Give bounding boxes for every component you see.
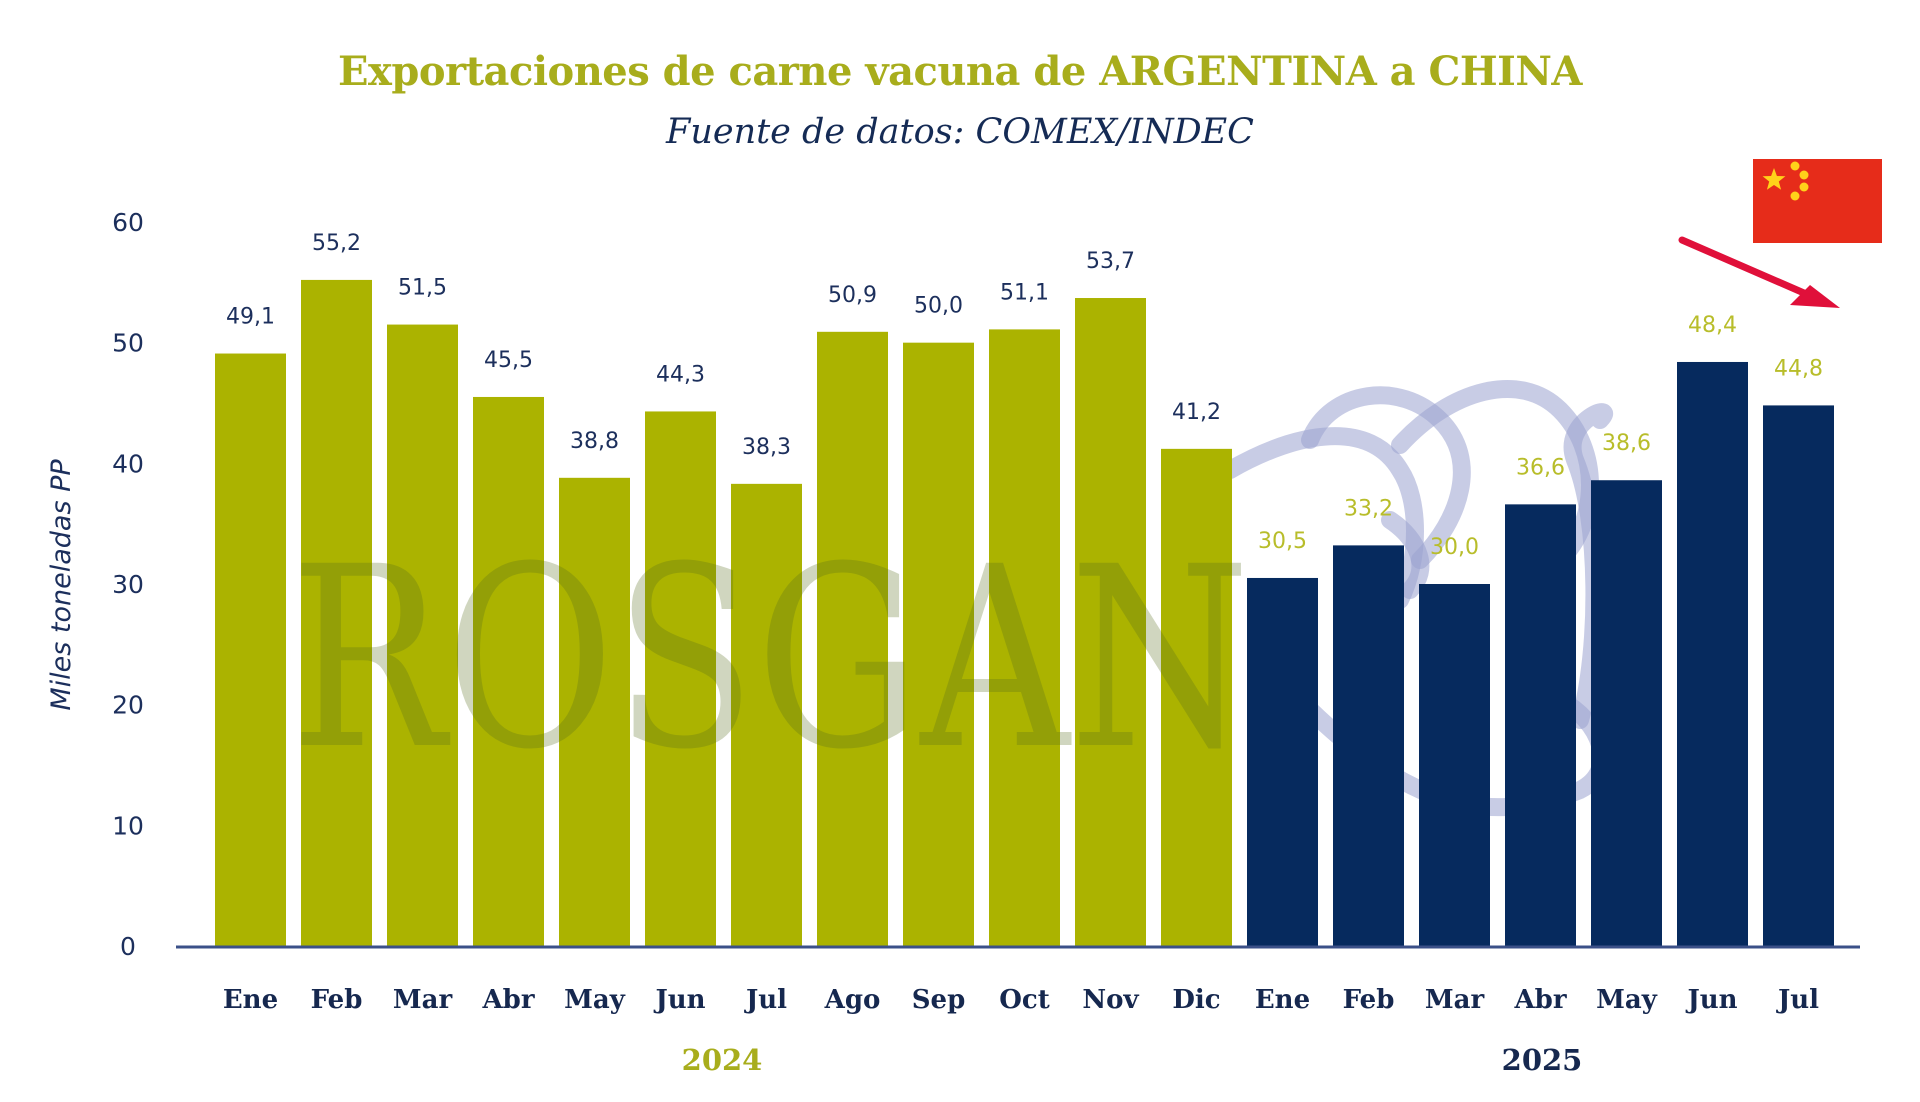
bar-2025-mar [1419,584,1490,946]
x-tick-label: Mar [393,985,453,1015]
x-tick-label: Feb [1343,985,1395,1015]
x-tick-label: Oct [999,985,1050,1015]
flag-small-star [1790,161,1800,171]
y-tick-label: 50 [112,329,144,358]
data-label: 38,6 [1602,431,1651,456]
y-tick-label: 20 [112,691,144,720]
data-label: 51,1 [1000,280,1049,305]
bar-2024-dic [1161,448,1232,946]
bar-2024-sep [903,342,974,947]
x-tick-label: Dic [1172,985,1220,1015]
x-tick-label: Ago [824,985,881,1015]
data-label: 30,0 [1430,535,1479,560]
x-tick-label: Nov [1082,985,1139,1015]
x-tick-label: Jun [653,985,705,1015]
y-tick-label: 30 [112,570,144,599]
bar-2024-mar [387,324,458,947]
chart-title: Exportaciones de carne vacuna de ARGENTI… [338,48,1582,95]
data-label: 51,5 [398,276,447,301]
bars-group [215,279,1834,947]
y-axis-ticks: 0 10 20 30 40 50 60 [112,208,144,961]
y-tick-label: 0 [120,932,136,961]
flag-big-star [1762,168,1786,190]
y-axis-label: Miles toneladas PP [46,459,77,711]
x-tick-label: Jul [744,985,787,1015]
bar-2025-jun [1677,361,1748,946]
bar-2024-nov [1075,298,1146,946]
bar-2024-may [559,477,630,946]
chart-subtitle: Fuente de datos: COMEX/INDEC [666,112,1254,152]
x-tick-label: Abr [481,985,534,1015]
x-tick-label: Jul [1776,985,1819,1015]
x-tick-label: May [564,985,626,1015]
bar-2025-feb [1333,545,1404,946]
bar-2025-may [1591,480,1662,946]
data-labels-group: 49,1 55,2 51,5 45,5 38,8 44,3 38,3 50,9 50,0 51,1… [226,231,1823,560]
x-tick-label: Ene [223,985,278,1015]
y-tick-label: 40 [112,449,144,478]
bar-2024-feb [301,279,372,946]
data-label: 38,3 [742,435,791,460]
data-label: 48,4 [1688,313,1737,338]
data-label: 50,0 [914,294,963,319]
data-label: 55,2 [312,231,361,256]
data-label: 44,3 [656,362,705,387]
flag-small-star [1799,170,1809,180]
x-tick-label: Feb [311,985,363,1015]
bar-2024-oct [989,329,1060,947]
data-label: 53,7 [1086,249,1135,274]
data-label: 30,5 [1258,529,1307,554]
x-tick-label: Abr [1513,985,1566,1015]
bar-2024-jul [731,483,802,946]
x-tick-label: May [1596,985,1658,1015]
bar-2024-ago [817,331,888,947]
x-tick-label: Ene [1255,985,1310,1015]
year-group-labels: 2024 2025 [682,1043,1583,1077]
x-tick-label: Mar [1425,985,1485,1015]
bar-2024-abr [473,396,544,946]
data-label: 33,2 [1344,496,1393,521]
data-label: 49,1 [226,305,275,330]
x-tick-label: Sep [912,985,966,1015]
flag-small-star [1799,182,1809,192]
x-axis-ticks: Ene Feb Mar Abr May Jun Jul Ago Sep Oct Nov Dic Ene F… [223,985,1819,1015]
data-label: 44,8 [1774,356,1823,381]
data-label: 41,2 [1172,400,1221,425]
bar-2024-ene [215,353,286,946]
china-flag-icon [1753,159,1882,243]
data-label: 50,9 [828,283,877,308]
year-label-2025: 2025 [1502,1043,1583,1077]
flag-small-star [1790,191,1800,201]
watermark-text: ROSGAN [290,513,1250,804]
y-tick-label: 10 [112,811,144,840]
data-label: 36,6 [1516,455,1565,480]
bar-2024-jun [645,411,716,946]
bar-2025-abr [1505,504,1576,946]
year-label-2024: 2024 [682,1043,763,1077]
bar-2025-jul [1763,405,1834,946]
down-trend-arrow-icon [1678,236,1840,308]
data-label: 38,8 [570,429,619,454]
bar-2025-ene [1247,577,1318,946]
x-tick-label: Jun [1685,985,1737,1015]
data-label: 45,5 [484,348,533,373]
y-tick-label: 60 [112,208,144,237]
